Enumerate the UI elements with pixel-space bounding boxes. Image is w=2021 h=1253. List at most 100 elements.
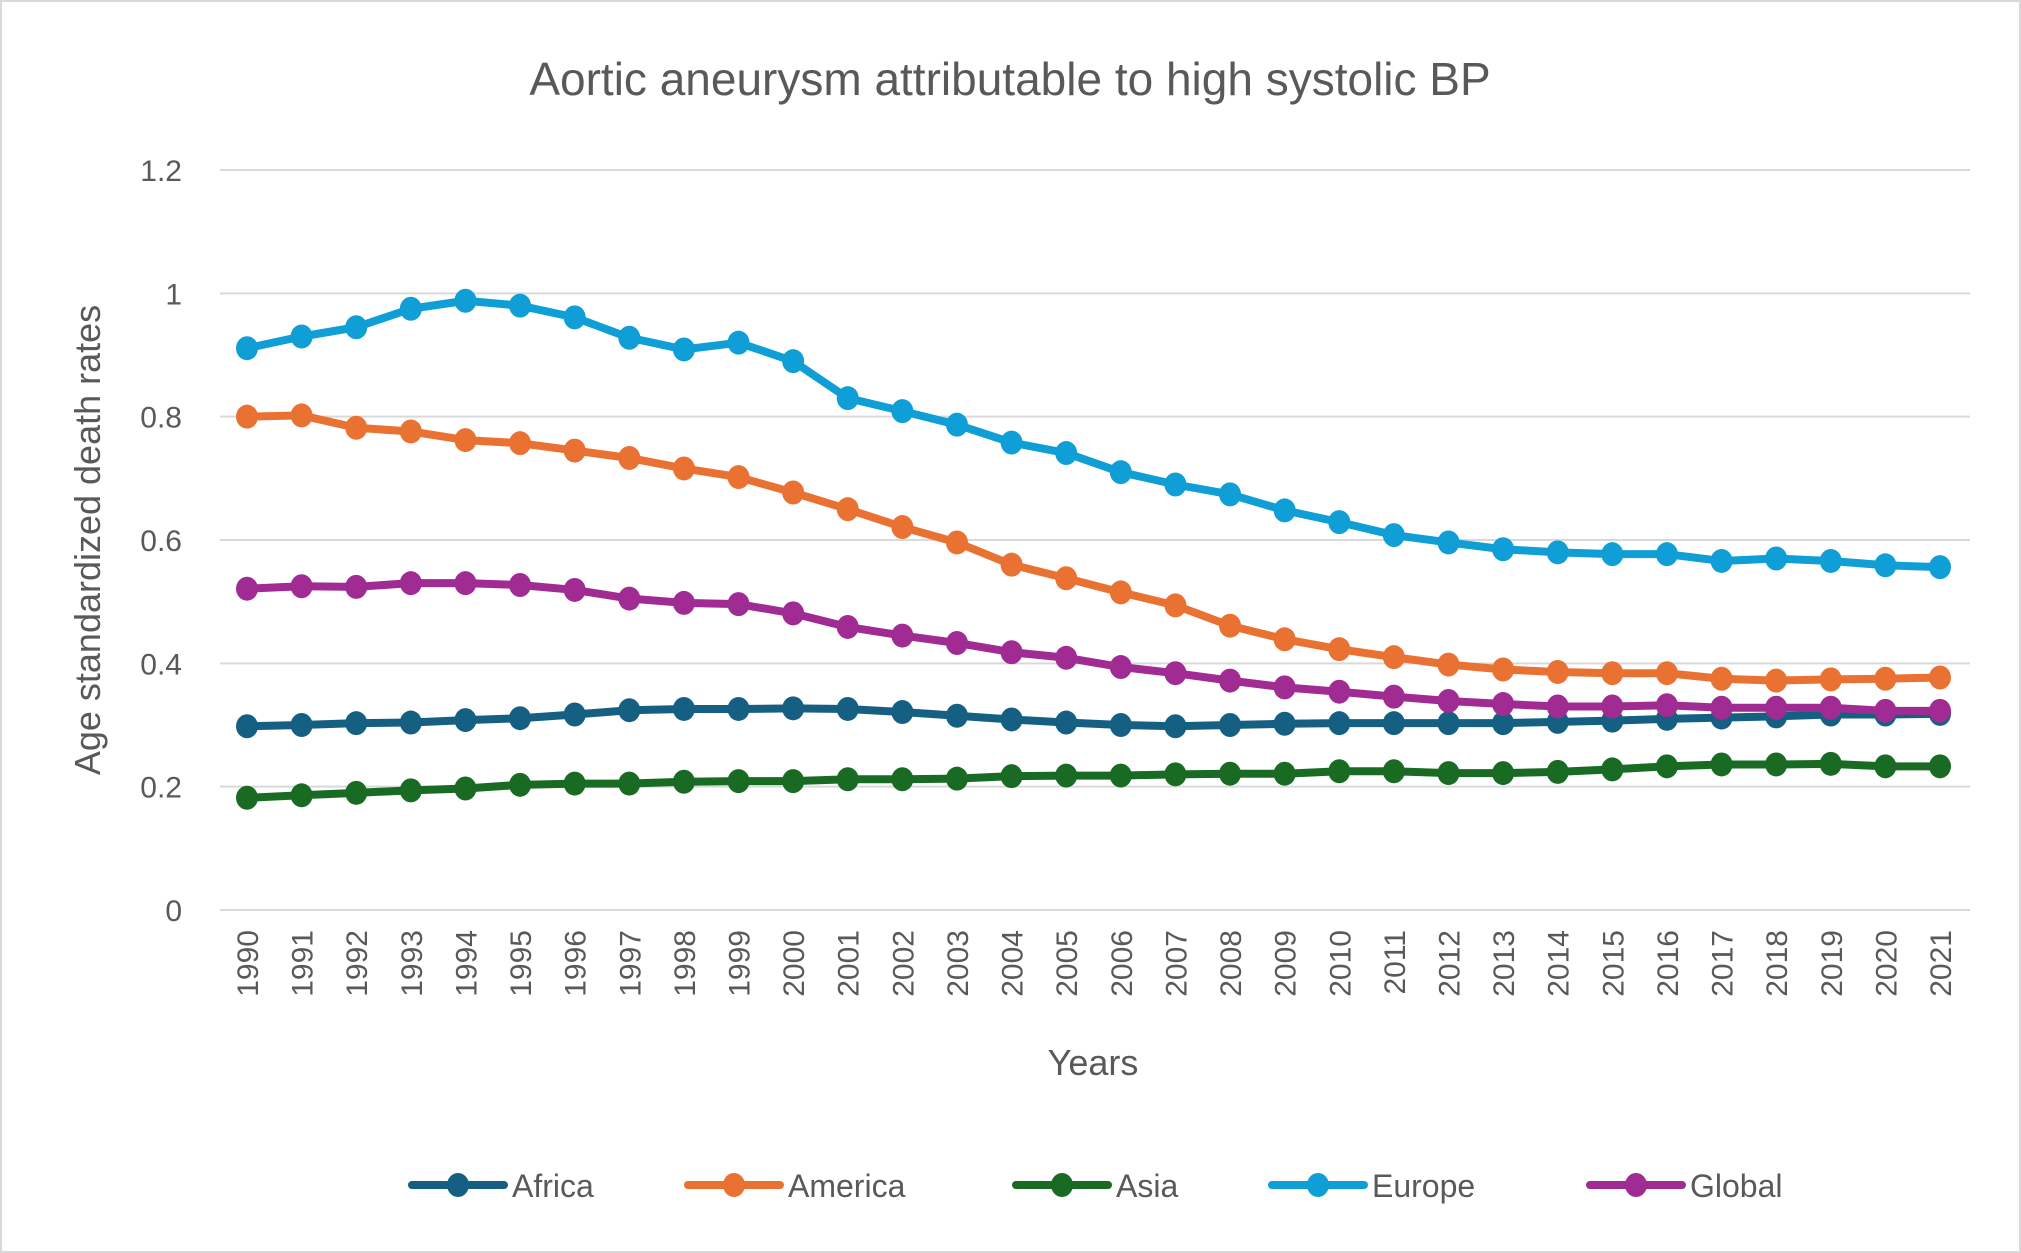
x-tick-label: 1999 — [724, 930, 757, 997]
data-point — [345, 574, 368, 599]
data-point — [945, 703, 968, 728]
data-point — [782, 349, 805, 374]
x-tick-label: 2018 — [1761, 930, 1794, 997]
legend-label: Africa — [512, 1168, 594, 1204]
data-point — [1164, 661, 1187, 686]
data-point — [836, 696, 859, 721]
data-point — [1874, 553, 1897, 578]
legend-dot-marker — [1051, 1173, 1073, 1197]
data-point — [1437, 761, 1460, 786]
data-point — [727, 330, 750, 355]
data-point — [1000, 764, 1023, 789]
legend-item-asia: Asia — [1012, 1168, 1178, 1204]
data-point — [1710, 695, 1733, 720]
data-point — [1546, 694, 1569, 719]
x-tick-label: 2021 — [1925, 930, 1958, 997]
data-point — [454, 428, 477, 453]
series-asia — [236, 751, 1951, 810]
data-point — [399, 710, 422, 735]
data-point — [454, 776, 477, 801]
data-point — [1109, 713, 1132, 737]
data-point — [1437, 688, 1460, 713]
data-point — [1929, 665, 1951, 690]
data-point — [1492, 761, 1515, 786]
data-point — [1328, 510, 1351, 535]
data-point — [836, 497, 859, 522]
series-europe — [236, 288, 1951, 580]
data-point — [454, 708, 477, 733]
data-point — [618, 325, 641, 350]
data-point — [1382, 523, 1405, 548]
data-point — [563, 702, 586, 727]
data-point — [290, 324, 313, 349]
x-tick-label: 2017 — [1707, 930, 1740, 997]
y-tick-label: 0.6 — [140, 525, 182, 558]
data-point — [399, 419, 422, 444]
data-point — [1219, 761, 1242, 786]
data-point — [1546, 759, 1569, 784]
data-point — [1819, 548, 1842, 573]
x-tick-label: 1996 — [560, 930, 593, 997]
data-point — [1382, 645, 1405, 670]
legend-item-global: Global — [1586, 1168, 1783, 1204]
data-point — [836, 386, 859, 411]
data-point — [1055, 441, 1078, 466]
series-layer — [236, 288, 1951, 810]
legend-label: Europe — [1372, 1168, 1475, 1204]
data-point — [1655, 693, 1678, 718]
legend-item-africa: Africa — [408, 1168, 594, 1204]
data-point — [1765, 546, 1788, 571]
data-point — [782, 769, 805, 794]
x-tick-label: 2002 — [887, 930, 920, 997]
data-point — [1055, 710, 1078, 735]
data-point — [1819, 667, 1842, 692]
x-tick-label: 2000 — [778, 930, 811, 997]
data-point — [672, 590, 695, 615]
data-point — [1492, 657, 1515, 682]
data-point — [1109, 763, 1132, 788]
data-point — [509, 293, 532, 318]
y-axis-title: Age standardized death rates — [67, 305, 108, 775]
data-point — [1164, 593, 1187, 618]
data-point — [1000, 707, 1023, 732]
data-point — [1055, 566, 1078, 591]
legend-dot-marker — [447, 1173, 469, 1197]
data-point — [1929, 555, 1951, 580]
data-point — [1328, 637, 1351, 662]
x-tick-label: 1992 — [341, 930, 374, 997]
data-point — [1819, 695, 1842, 720]
data-point — [1219, 482, 1242, 507]
data-point — [782, 480, 805, 505]
data-point — [1273, 711, 1296, 736]
data-point — [1929, 754, 1951, 779]
legend-label: Asia — [1116, 1168, 1178, 1204]
y-tick-label: 0.8 — [140, 402, 182, 435]
data-point — [1929, 698, 1951, 723]
data-point — [1601, 757, 1624, 782]
data-point — [727, 769, 750, 794]
data-point — [345, 415, 368, 440]
series-line — [243, 704, 1944, 731]
data-point — [1382, 759, 1405, 784]
series-line — [243, 411, 1944, 685]
data-point — [1219, 613, 1242, 638]
data-point — [1219, 713, 1242, 737]
data-point — [1328, 679, 1351, 704]
legend: Africa America Asia Europe Global — [408, 1168, 1783, 1204]
data-point — [672, 696, 695, 721]
data-point — [509, 573, 532, 598]
x-tick-label: 1990 — [232, 930, 265, 997]
data-point — [782, 601, 805, 626]
series-line — [243, 579, 1944, 715]
data-point — [236, 785, 258, 810]
data-point — [1546, 540, 1569, 565]
data-point — [236, 336, 258, 361]
data-point — [672, 456, 695, 481]
data-point — [399, 571, 422, 596]
data-point — [236, 714, 258, 739]
data-point — [563, 438, 586, 463]
data-point — [618, 445, 641, 470]
data-point — [891, 399, 914, 424]
series-africa — [236, 696, 1951, 739]
data-point — [672, 769, 695, 794]
